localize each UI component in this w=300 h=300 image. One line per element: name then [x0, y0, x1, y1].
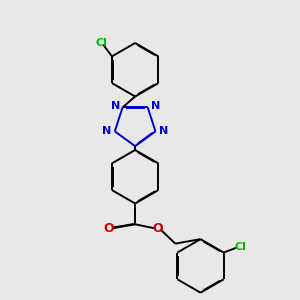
Text: N: N [110, 101, 120, 111]
Text: N: N [159, 126, 168, 136]
Text: O: O [103, 222, 114, 235]
Text: Cl: Cl [234, 242, 246, 252]
Text: N: N [102, 126, 111, 136]
Text: Cl: Cl [96, 38, 107, 48]
Text: N: N [151, 101, 160, 111]
Text: O: O [152, 222, 163, 235]
